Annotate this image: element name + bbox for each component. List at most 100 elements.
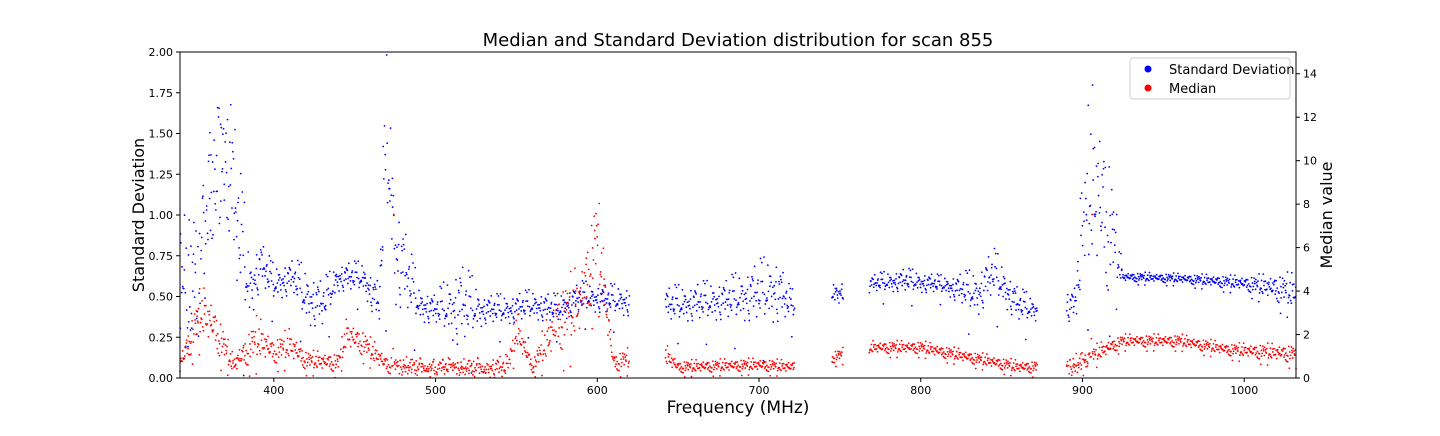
median-point [265,340,268,343]
median-point [1080,364,1083,366]
median-point [501,375,503,378]
median-point [1187,338,1190,341]
std-point [792,304,794,307]
median-point [487,368,490,371]
median-point [343,333,346,336]
median-point [579,293,582,296]
median-point [464,373,467,376]
std-point [471,274,474,277]
std-point [515,302,517,305]
std-point [1114,251,1117,254]
median-point [564,321,566,324]
std-point [1232,278,1235,281]
chart-title: Median and Standard Deviation distributi… [483,30,994,51]
std-point [1092,179,1095,181]
median-point [563,310,566,313]
median-point [971,356,974,359]
median-point [900,339,903,342]
std-point [1283,296,1285,299]
std-point [1084,197,1087,200]
std-point [585,306,588,309]
median-point [936,350,939,353]
median-point [763,360,766,363]
std-point [605,297,607,300]
median-point [430,369,432,372]
median-point [901,346,904,348]
std-point [1273,279,1276,282]
std-point [217,116,220,118]
std-point [429,302,432,305]
median-point [568,296,571,298]
std-point [493,302,496,305]
median-point [928,352,931,355]
median-point [734,361,737,363]
median-point [702,361,705,364]
std-point [1237,283,1240,286]
std-point [1218,277,1221,280]
std-point [448,302,451,305]
median-point [612,356,614,359]
std-point [775,308,778,311]
median-point [724,364,727,367]
std-point [749,283,752,286]
median-point [1106,344,1108,347]
median-point [452,362,455,364]
std-point [236,219,239,222]
median-point [526,351,529,354]
median-point [884,347,887,350]
median-point [197,307,200,310]
std-point [306,293,309,296]
std-point [322,291,325,294]
median-point [391,364,394,367]
std-point [677,342,679,345]
median-point [406,366,409,369]
median-point [1186,338,1189,341]
std-point [1245,278,1248,281]
median-point [572,289,575,292]
median-point [599,271,602,273]
std-point [1212,276,1215,279]
median-point [237,358,240,360]
std-point [455,327,458,330]
median-point [1005,361,1008,364]
std-point [738,277,741,280]
std-point [387,179,390,182]
median-point [306,361,309,364]
std-point [886,284,889,286]
median-point [929,346,932,348]
std-point [883,270,885,273]
median-point [1197,346,1200,349]
median-point [868,351,871,354]
median-point [493,373,496,376]
median-point [755,365,758,368]
median-point [613,359,615,362]
median-point [570,322,573,324]
std-point [1123,277,1126,279]
median-point [580,304,583,307]
median-point [1074,363,1076,366]
median-point [838,357,841,360]
median-point [591,327,594,330]
median-point [475,369,477,372]
median-point [380,352,383,355]
std-point [1251,282,1254,284]
median-point [1070,374,1073,377]
median-point [892,345,895,348]
median-point [1018,367,1020,370]
median-point [668,353,671,356]
std-point [910,304,913,307]
median-point [1140,336,1143,339]
median-point [716,361,718,364]
std-point [489,310,492,313]
std-point [975,283,977,285]
median-point [430,364,433,366]
std-point [776,320,779,323]
std-point [1081,224,1084,227]
std-point [398,221,400,224]
median-point [487,371,490,374]
std-point [693,296,695,299]
median-point [1098,353,1101,356]
std-point [245,286,248,289]
std-point [1189,279,1192,282]
std-point [665,292,668,295]
